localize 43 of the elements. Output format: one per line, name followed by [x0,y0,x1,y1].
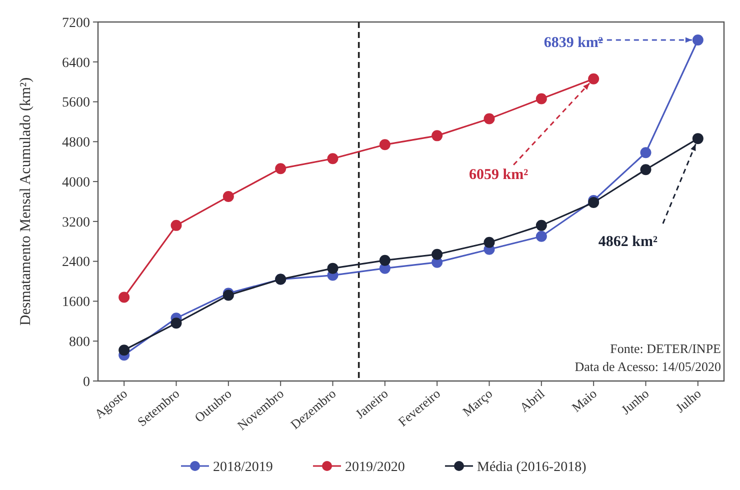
y-tick-label: 800 [69,335,90,350]
annotation: 4862 km² [598,234,658,250]
y-tick-label: 4800 [62,136,90,151]
annotation: Data de Acesso: 14/05/2020 [574,359,721,374]
point [170,220,182,231]
y-tick-label: 0 [83,374,90,390]
point [484,236,495,248]
y-tick-label: 1600 [62,295,90,310]
point [588,73,600,84]
y-tick-label: 5600 [62,96,90,111]
y-tick-label: 4000 [62,175,90,190]
point [536,220,547,231]
y-tick-label: 3200 [62,215,90,230]
legend-label: 2019/2020 [345,460,405,475]
point [432,130,443,142]
point [692,133,704,144]
legend-label: Média (2016-2018) [477,460,587,475]
point [536,93,547,104]
annotation: 6059 km² [469,167,529,184]
point [118,292,130,303]
legend-label: 2018/2019 [213,460,273,475]
point [379,139,390,150]
y-axis-title: Desmatamento Mensal Acumulado (km²) [18,77,34,326]
x-tick-label: Maio [568,386,600,415]
point [692,34,704,46]
point [379,254,390,266]
point [484,113,495,124]
point [118,344,130,356]
point [640,147,652,158]
point [222,191,234,202]
y-tick-label: 2400 [62,255,90,270]
x-tick-label: Julho [672,386,704,416]
annotation: 6839 km² [544,35,604,52]
point [170,318,182,329]
point [640,164,652,176]
point [327,262,338,274]
point [327,153,338,164]
annotation: Fonte: DETER/INPE [610,341,722,356]
point [432,248,443,260]
y-tick-label: 6400 [62,56,90,71]
point [275,163,286,174]
point [536,230,547,242]
y-tick-label: 7200 [62,16,90,31]
